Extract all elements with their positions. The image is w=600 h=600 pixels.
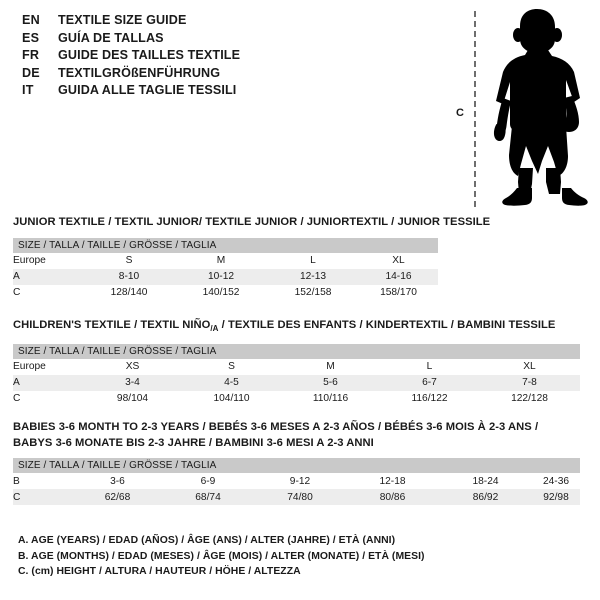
cell-value: S	[125, 255, 133, 266]
section-title-children-sub: /A	[210, 324, 219, 334]
language-title-de: TEXTILGRÖßENFÜHRUNG	[58, 65, 221, 80]
row-label: C	[13, 489, 73, 505]
row-label: Europe	[13, 255, 46, 266]
cell-value: 86/92	[439, 489, 532, 505]
language-title-it: GUIDA ALLE TAGLIE TESSILI	[58, 83, 237, 98]
cell-value: M	[326, 361, 335, 373]
section-junior-textile: JUNIOR TEXTILE / TEXTIL JUNIOR/ TEXTILE …	[13, 215, 490, 301]
language-title-fr: GUIDE DES TAILLES TEXTILE	[58, 48, 241, 63]
table-row: B 3-6 6-9 9-12 12-18 18-24 24-36	[13, 473, 580, 489]
section-title-children-suffix: / TEXTILE DES ENFANTS / KINDERTEXTIL / B…	[218, 319, 556, 331]
legend-row-c: C. (cm) HEIGHT / ALTURA / HAUTEUR / HÖHE…	[18, 566, 301, 578]
table-header-bar-babies: SIZE / TALLA / TAILLE / GRÖSSE / TAGLIA	[13, 458, 580, 473]
language-title-es: GUÍA DE TALLAS	[58, 30, 164, 45]
language-row-it: IT GUIDA ALLE TAGLIE TESSILI	[22, 83, 422, 101]
cell-value: 158/170	[380, 287, 417, 298]
table-header-bar-label: SIZE / TALLA / TAILLE / GRÖSSE / TAGLIA	[13, 343, 580, 359]
table-row: C 98/104 104/110 110/116 116/122 122/128	[13, 391, 580, 407]
language-row-en: EN TEXTILE SIZE GUIDE	[22, 13, 422, 31]
table-header-bar-junior: SIZE / TALLA / TAILLE / GRÖSSE / TAGLIA	[13, 237, 438, 253]
table-row: C 62/68 68/74 74/80 80/86 86/92 92/98	[13, 489, 580, 505]
table-row: C 128/140 140/152 152/158 158/170	[13, 285, 438, 301]
cell-value: 7-8	[479, 374, 580, 391]
table-babies-textile: SIZE / TALLA / TAILLE / GRÖSSE / TAGLIA …	[13, 458, 580, 505]
language-row-fr: FR GUIDE DES TAILLES TEXTILE	[22, 48, 422, 66]
table-header-bar-children: SIZE / TALLA / TAILLE / GRÖSSE / TAGLIA	[13, 343, 580, 359]
legend-block: A. AGE (YEARS) / EDAD (AÑOS) / ÂGE (ANS)…	[18, 533, 425, 580]
row-label: A	[13, 374, 83, 391]
cell-value: XS	[125, 361, 140, 373]
height-measure-label: C	[456, 107, 464, 119]
cell-value: L	[426, 361, 433, 373]
language-code-es: ES	[22, 30, 40, 45]
cell-value: 10-12	[175, 268, 267, 285]
legend-row-b: B. AGE (MONTHS) / EDAD (MESES) / ÂGE (MO…	[18, 550, 425, 562]
cell-value: 92/98	[532, 489, 580, 505]
section-babies-textile: BABIES 3-6 MONTH TO 2-3 YEARS / BEBÉS 3-…	[13, 420, 580, 505]
section-title-babies-line1: BABIES 3-6 MONTH TO 2-3 YEARS / BEBÉS 3-…	[13, 421, 539, 433]
language-title-block: EN TEXTILE SIZE GUIDE ES GUÍA DE TALLAS …	[22, 13, 422, 101]
cell-value: 128/140	[110, 287, 148, 298]
cell-value: L	[310, 255, 316, 266]
section-title-children: CHILDREN'S TEXTILE / TEXTIL NIÑO/A / TEX…	[13, 318, 580, 337]
row-label: Europe	[13, 361, 46, 373]
cell-value: XL	[392, 255, 405, 266]
cell-value: 24-36	[542, 475, 570, 487]
language-title-en: TEXTILE SIZE GUIDE	[58, 13, 187, 27]
cell-value: 74/80	[254, 489, 346, 505]
cell-value: 98/104	[116, 393, 149, 405]
cell-value: 9-12	[289, 475, 311, 487]
table-row: A 3-4 4-5 5-6 6-7 7-8	[13, 374, 580, 391]
row-label: C	[13, 287, 21, 298]
cell-value: 12-18	[379, 475, 406, 487]
cell-value: 80/86	[346, 489, 439, 505]
table-header-bar-label: SIZE / TALLA / TAILLE / GRÖSSE / TAGLIA	[13, 458, 580, 473]
legend-row-a: A. AGE (YEARS) / EDAD (AÑOS) / ÂGE (ANS)…	[18, 535, 396, 546]
cell-value: 122/128	[511, 393, 548, 405]
table-header-bar-label: SIZE / TALLA / TAILLE / GRÖSSE / TAGLIA	[13, 237, 438, 253]
cell-value: 152/158	[294, 287, 332, 298]
section-title-junior: JUNIOR TEXTILE / TEXTIL JUNIOR/ TEXTILE …	[13, 216, 491, 228]
height-figure: C	[448, 6, 594, 211]
cell-value: 6-9	[200, 475, 216, 487]
language-row-es: ES GUÍA DE TALLAS	[22, 31, 422, 49]
cell-value: 4-5	[182, 374, 281, 391]
cell-value: XL	[523, 361, 536, 373]
cell-value: 110/116	[312, 393, 349, 405]
language-code-fr: FR	[22, 48, 40, 63]
cell-value: 12-13	[267, 268, 359, 285]
cell-value: S	[228, 361, 235, 373]
cell-value: 18-24	[472, 475, 499, 487]
language-code-de: DE	[22, 65, 40, 80]
row-label: A	[13, 268, 83, 285]
cell-value: 140/152	[202, 287, 240, 298]
cell-value: 116/122	[411, 393, 448, 405]
table-row: Europe XS S M L XL	[13, 359, 580, 375]
cell-value: M	[216, 255, 226, 266]
cell-value: 68/74	[162, 489, 254, 505]
cell-value: 6-7	[380, 374, 479, 391]
cell-value: 5-6	[281, 374, 380, 391]
section-title-children-prefix: CHILDREN'S TEXTILE / TEXTIL NIÑO	[13, 319, 211, 331]
table-junior-textile: SIZE / TALLA / TAILLE / GRÖSSE / TAGLIA …	[13, 237, 438, 301]
table-row: A 8-10 10-12 12-13 14-16	[13, 268, 438, 285]
language-row-de: DE TEXTILGRÖßENFÜHRUNG	[22, 66, 422, 84]
cell-value: 14-16	[359, 268, 438, 285]
language-code-en: EN	[22, 13, 40, 27]
section-title-babies-line2: BABYS 3-6 MONATE BIS 2-3 JAHRE / BAMBINI…	[13, 436, 374, 449]
section-childrens-textile: CHILDREN'S TEXTILE / TEXTIL NIÑO/A / TEX…	[13, 318, 580, 407]
language-code-it: IT	[22, 83, 34, 98]
row-label: C	[13, 393, 21, 405]
height-dashed-line	[474, 11, 476, 207]
cell-value: 3-4	[83, 374, 182, 391]
cell-value: 3-6	[110, 475, 125, 487]
cell-value: 62/68	[73, 489, 162, 505]
cell-value: 8-10	[83, 268, 175, 285]
row-label: B	[13, 475, 20, 487]
cell-value: 104/110	[213, 393, 250, 405]
table-row: Europe S M L XL	[13, 253, 438, 269]
toddler-silhouette-icon	[493, 9, 588, 206]
table-childrens-textile: SIZE / TALLA / TAILLE / GRÖSSE / TAGLIA …	[13, 343, 580, 407]
